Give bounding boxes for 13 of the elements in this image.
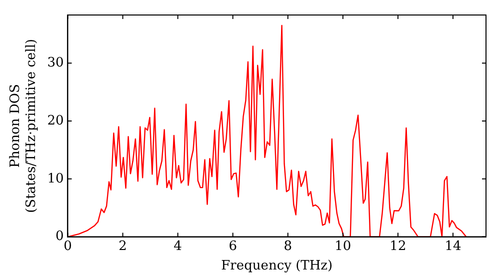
y-axis-title: Phonon DOS (States/THz·primitive cell) [8,38,39,213]
x-tick-label: 10 [334,238,352,254]
y-tick-label: 20 [47,113,64,128]
y-tick-label: 30 [47,55,64,70]
x-tick-label: 4 [174,238,182,254]
x-tick-label: 14 [444,238,462,254]
x-tick-label: 2 [118,238,127,254]
x-tick-label: 6 [228,238,237,254]
y-tick-label: 0 [55,229,64,244]
y-tick-label: 10 [47,171,64,186]
x-axis-title: Frequency (THz) [221,258,333,274]
x-tick-label: 8 [284,238,292,254]
x-tick-label: 12 [390,238,406,254]
